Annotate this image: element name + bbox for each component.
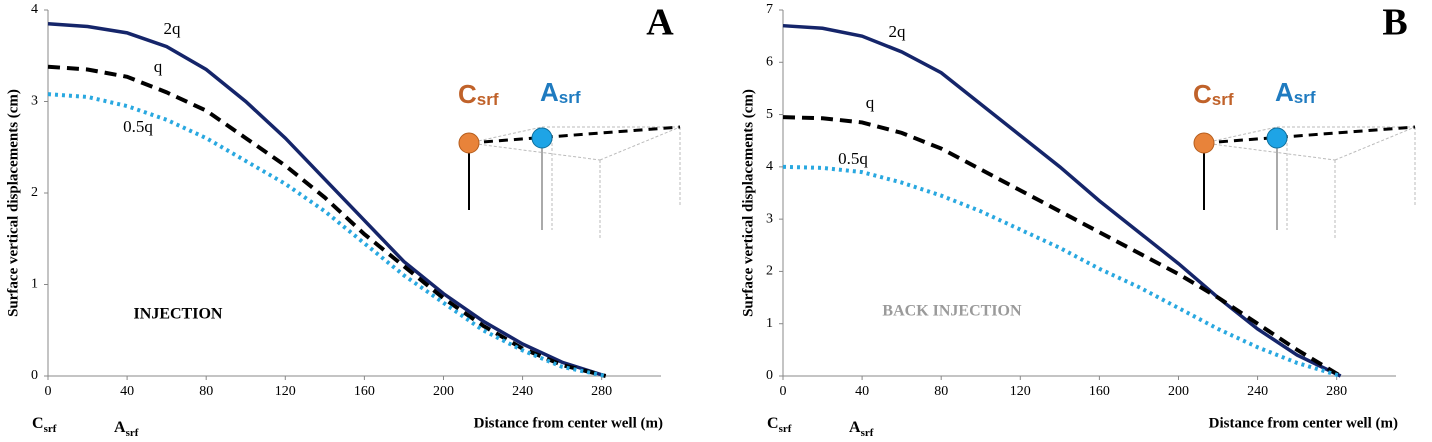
marker-letter: C bbox=[767, 415, 779, 432]
x-tick-label: 200 bbox=[433, 384, 454, 399]
inset-label-c: Csrf bbox=[1193, 79, 1234, 110]
panel-label: A bbox=[646, 2, 674, 44]
y-axis-label: Surface vertical displacements (cm) bbox=[5, 89, 21, 317]
series-label: q bbox=[866, 93, 875, 112]
inset-edge bbox=[468, 126, 543, 144]
x-tick-label: 160 bbox=[1089, 384, 1110, 399]
inset-ball-c bbox=[458, 132, 480, 154]
marker-letter: C bbox=[1193, 79, 1212, 109]
marker-label: Asrf bbox=[114, 419, 139, 439]
marker-sub: srf bbox=[126, 427, 139, 439]
y-tick-label: 4 bbox=[31, 2, 38, 17]
x-tick-label: 120 bbox=[275, 384, 296, 399]
marker-sub: srf bbox=[559, 88, 581, 107]
inset-profile bbox=[1203, 125, 1416, 145]
marker-sub: srf bbox=[779, 423, 792, 435]
x-tick-label: 160 bbox=[354, 384, 375, 399]
x-tick-label: 80 bbox=[934, 384, 948, 399]
series-label: 0.5q bbox=[838, 149, 868, 168]
inset-edge bbox=[1203, 126, 1278, 144]
marker-letter: A bbox=[540, 77, 559, 107]
inset-diagram: Csrf Asrf bbox=[1193, 77, 1416, 240]
inset-ball-a bbox=[1266, 127, 1288, 149]
marker-sub: srf bbox=[861, 427, 874, 439]
x-tick-label: 40 bbox=[855, 384, 869, 399]
series-line bbox=[47, 21, 607, 378]
marker-sub: srf bbox=[1212, 90, 1234, 109]
x-tick-label: 240 bbox=[1247, 384, 1268, 399]
marker-label: Csrf bbox=[32, 415, 57, 435]
x-tick-label: 0 bbox=[780, 384, 787, 399]
inset-edge bbox=[1203, 142, 1336, 161]
marker-letter: A bbox=[114, 419, 126, 436]
x-axis-label: Distance from center well (m) bbox=[474, 415, 663, 431]
x-tick-label: 120 bbox=[1010, 384, 1031, 399]
inset-profile bbox=[468, 125, 681, 145]
series-label: 2q bbox=[889, 22, 907, 41]
x-tick-label: 200 bbox=[1168, 384, 1189, 399]
x-tick-label: 80 bbox=[199, 384, 213, 399]
y-tick-label: 3 bbox=[31, 94, 38, 109]
marker-sub: srf bbox=[44, 423, 57, 435]
y-tick-label: 0 bbox=[31, 368, 38, 383]
marker-letter: A bbox=[849, 419, 861, 436]
inset-ball-c bbox=[1193, 132, 1215, 154]
y-tick-label: 7 bbox=[766, 2, 773, 17]
x-axis-label: Distance from center well (m) bbox=[1209, 415, 1398, 431]
marker-letter: C bbox=[32, 415, 44, 432]
inset-label-a: Asrf bbox=[540, 77, 581, 108]
inset-label-c: Csrf bbox=[458, 79, 499, 110]
marker-letter: C bbox=[458, 79, 477, 109]
y-tick-label: 3 bbox=[766, 211, 773, 226]
inset-ball-a bbox=[531, 127, 553, 149]
x-tick-label: 280 bbox=[1326, 384, 1347, 399]
y-axis-label: Surface vertical displacements (cm) bbox=[740, 89, 756, 317]
y-tick-label: 1 bbox=[31, 277, 38, 292]
y-tick-label: 2 bbox=[766, 264, 773, 279]
y-tick-label: 4 bbox=[766, 159, 773, 174]
marker-label: Csrf bbox=[767, 415, 792, 435]
inset-edge bbox=[599, 126, 681, 161]
panel-label: B bbox=[1382, 2, 1407, 44]
y-tick-label: 5 bbox=[766, 107, 773, 122]
series-line bbox=[782, 164, 1342, 378]
marker-sub: srf bbox=[477, 90, 499, 109]
y-tick-label: 1 bbox=[766, 316, 773, 331]
x-tick-label: 40 bbox=[120, 384, 134, 399]
x-tick-label: 280 bbox=[591, 384, 612, 399]
inset-label-a: Asrf bbox=[1275, 77, 1316, 108]
x-tick-label: 0 bbox=[45, 384, 52, 399]
series-label: q bbox=[154, 57, 163, 76]
inset-edge bbox=[1334, 126, 1416, 161]
marker-letter: A bbox=[1275, 77, 1294, 107]
y-tick-label: 6 bbox=[766, 55, 773, 70]
inset-diagram: Csrf Asrf bbox=[458, 77, 681, 240]
series-line bbox=[47, 64, 607, 378]
series-label: 2q bbox=[164, 19, 182, 38]
y-tick-label: 0 bbox=[766, 368, 773, 383]
marker-sub: srf bbox=[1294, 88, 1316, 107]
inset-edge bbox=[468, 142, 601, 161]
series-label: 0.5q bbox=[123, 117, 153, 136]
series-line bbox=[782, 115, 1342, 378]
annotation: INJECTION bbox=[134, 306, 223, 323]
annotation: BACK INJECTION bbox=[882, 303, 1022, 320]
marker-label: Asrf bbox=[849, 419, 874, 439]
y-tick-label: 2 bbox=[31, 185, 38, 200]
series-line bbox=[782, 23, 1342, 378]
series-line bbox=[47, 92, 607, 378]
x-tick-label: 240 bbox=[512, 384, 533, 399]
